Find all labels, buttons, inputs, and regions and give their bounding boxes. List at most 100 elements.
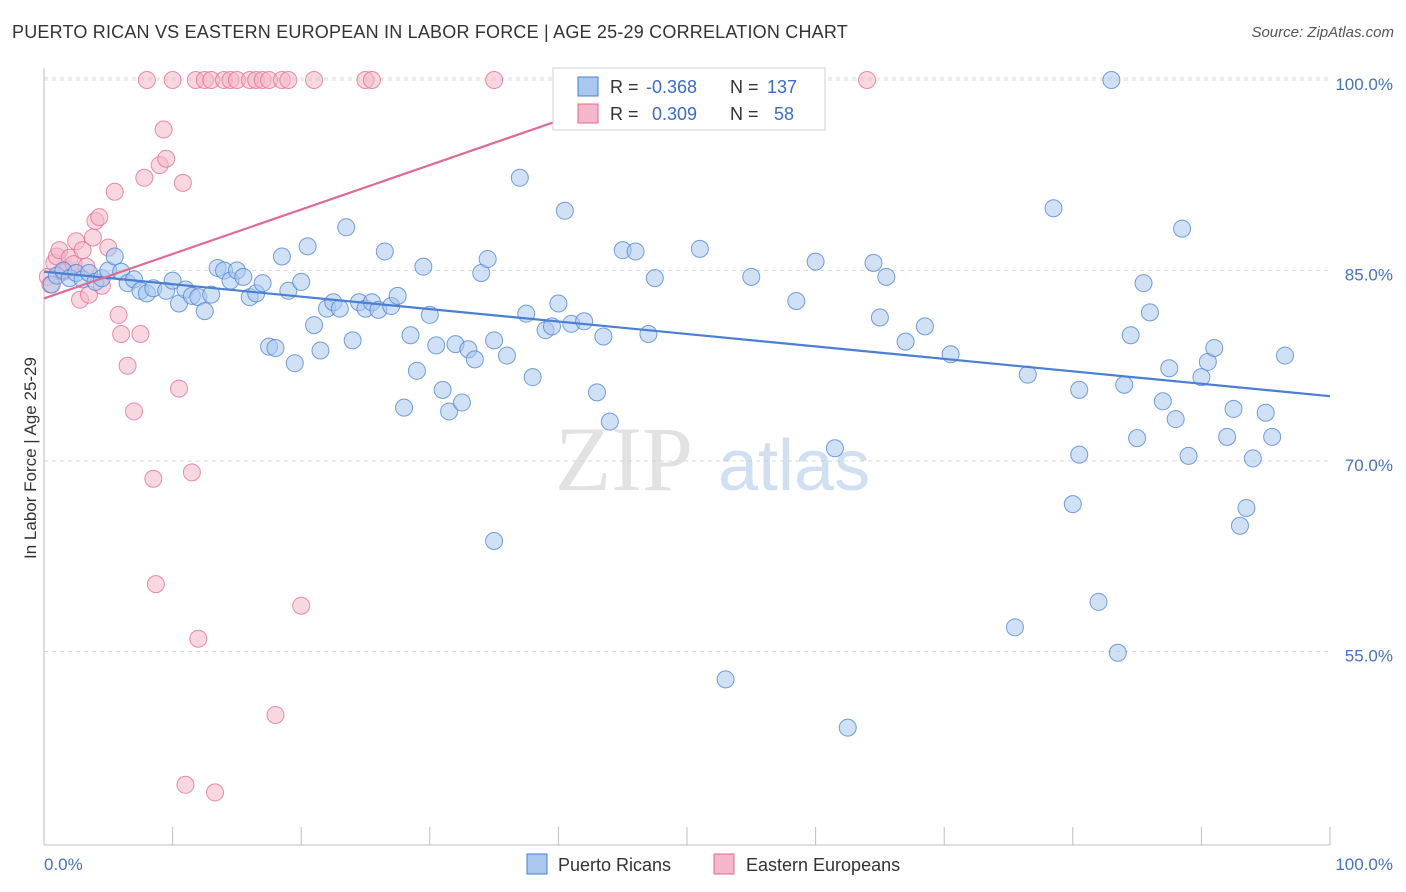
point-puerto-ricans (388, 286, 407, 305)
point-puerto-ricans (1044, 199, 1063, 218)
point-eastern-europeans (83, 228, 102, 247)
point-eastern-europeans (279, 71, 298, 89)
point-eastern-europeans (105, 182, 124, 201)
point-puerto-ricans (587, 383, 606, 402)
point-puerto-ricans (1205, 338, 1224, 357)
point-puerto-ricans (1140, 303, 1159, 322)
point-puerto-ricans (195, 302, 214, 321)
point-puerto-ricans (1128, 429, 1147, 448)
point-puerto-ricans (330, 299, 349, 318)
legend-r-value-pink: 0.309 (652, 104, 697, 124)
source-label: Source: ZipAtlas.com (1251, 24, 1394, 41)
point-puerto-ricans (1166, 410, 1185, 429)
point-puerto-ricans (105, 247, 124, 266)
point-eastern-europeans (112, 324, 131, 343)
axes (43, 68, 1331, 846)
point-eastern-europeans (292, 596, 311, 615)
point-puerto-ricans (639, 324, 658, 343)
point-eastern-europeans (182, 463, 201, 482)
legend-series: Puerto Ricans Eastern Europeans (526, 853, 900, 875)
point-puerto-ricans (645, 269, 664, 288)
point-puerto-ricans (440, 402, 459, 421)
point-puerto-ricans (1115, 375, 1134, 394)
point-puerto-ricans (1005, 618, 1024, 637)
point-eastern-europeans (176, 775, 195, 794)
point-puerto-ricans (1018, 365, 1037, 384)
point-puerto-ricans (1218, 427, 1237, 446)
point-puerto-ricans (1224, 399, 1243, 418)
gridlines (44, 77, 1330, 652)
point-eastern-europeans (266, 705, 285, 724)
legend-stats: R = -0.368 N = 137 R = 0.309 N = 58 (552, 67, 826, 131)
point-eastern-europeans (118, 356, 137, 375)
point-puerto-ricans (272, 247, 291, 266)
point-puerto-ricans (266, 338, 285, 357)
x-tick-label-min: 0.0% (44, 855, 83, 874)
point-puerto-ricans (1275, 346, 1294, 365)
point-puerto-ricans (292, 272, 311, 291)
point-eastern-europeans (125, 402, 144, 421)
point-puerto-ricans (896, 332, 915, 351)
trend-line-puerto-ricans (43, 270, 1331, 398)
point-puerto-ricans (742, 267, 761, 286)
point-puerto-ricans (427, 336, 446, 355)
point-puerto-ricans (806, 252, 825, 271)
point-puerto-ricans (305, 316, 324, 335)
point-puerto-ricans (510, 168, 529, 187)
point-eastern-europeans (206, 783, 225, 802)
point-puerto-ricans (1243, 449, 1262, 468)
watermark-zip: ZIP (555, 408, 693, 510)
point-puerto-ricans (343, 331, 362, 350)
y-axis-label: In Labor Force | Age 25-29 (21, 357, 40, 559)
point-puerto-ricans (478, 250, 497, 269)
point-eastern-europeans (135, 168, 154, 187)
point-puerto-ricans (1153, 392, 1172, 411)
point-eastern-europeans (485, 71, 504, 89)
watermark-atlas: atlas (718, 426, 870, 506)
point-puerto-ricans (838, 718, 857, 737)
point-puerto-ricans (375, 242, 394, 261)
point-puerto-ricans (1237, 498, 1256, 517)
y-tick-label: 70.0% (1345, 456, 1393, 475)
point-puerto-ricans (1230, 516, 1249, 535)
point-puerto-ricans (485, 331, 504, 350)
point-puerto-ricans (452, 393, 471, 412)
point-puerto-ricans (1173, 219, 1192, 238)
point-puerto-ricans (414, 257, 433, 276)
point-eastern-europeans (173, 173, 192, 192)
y-tick-label: 85.0% (1345, 265, 1393, 284)
point-puerto-ricans (433, 380, 452, 399)
point-puerto-ricans (594, 327, 613, 346)
point-puerto-ricans (253, 274, 272, 293)
legend-r-value-blue: -0.368 (646, 77, 697, 97)
point-puerto-ricans (1121, 326, 1140, 345)
point-puerto-ricans (575, 312, 594, 331)
point-puerto-ricans (298, 237, 317, 256)
point-eastern-europeans (146, 575, 165, 594)
point-puerto-ricans (787, 291, 806, 310)
series-eastern-europeans (38, 71, 877, 802)
point-puerto-ricans (401, 326, 420, 345)
point-eastern-europeans (858, 71, 877, 89)
point-eastern-europeans (154, 120, 173, 139)
legend-n-value-blue: 137 (767, 77, 797, 97)
point-puerto-ricans (1089, 592, 1108, 611)
series-puerto-ricans (42, 71, 1294, 737)
point-puerto-ricans (485, 531, 504, 550)
point-puerto-ricans (395, 398, 414, 417)
point-puerto-ricans (555, 201, 574, 220)
point-puerto-ricans (716, 670, 735, 689)
point-puerto-ricans (626, 242, 645, 261)
point-puerto-ricans (1108, 643, 1127, 662)
point-eastern-europeans (109, 305, 128, 324)
y-tick-label: 100.0% (1335, 75, 1393, 94)
point-puerto-ricans (1070, 445, 1089, 464)
chart-title: PUERTO RICAN VS EASTERN EUROPEAN IN LABO… (12, 22, 848, 42)
point-puerto-ricans (1070, 380, 1089, 399)
point-puerto-ricans (523, 368, 542, 387)
point-puerto-ricans (549, 294, 568, 313)
point-puerto-ricans (825, 439, 844, 458)
point-puerto-ricans (1192, 368, 1211, 387)
point-eastern-europeans (305, 71, 324, 89)
